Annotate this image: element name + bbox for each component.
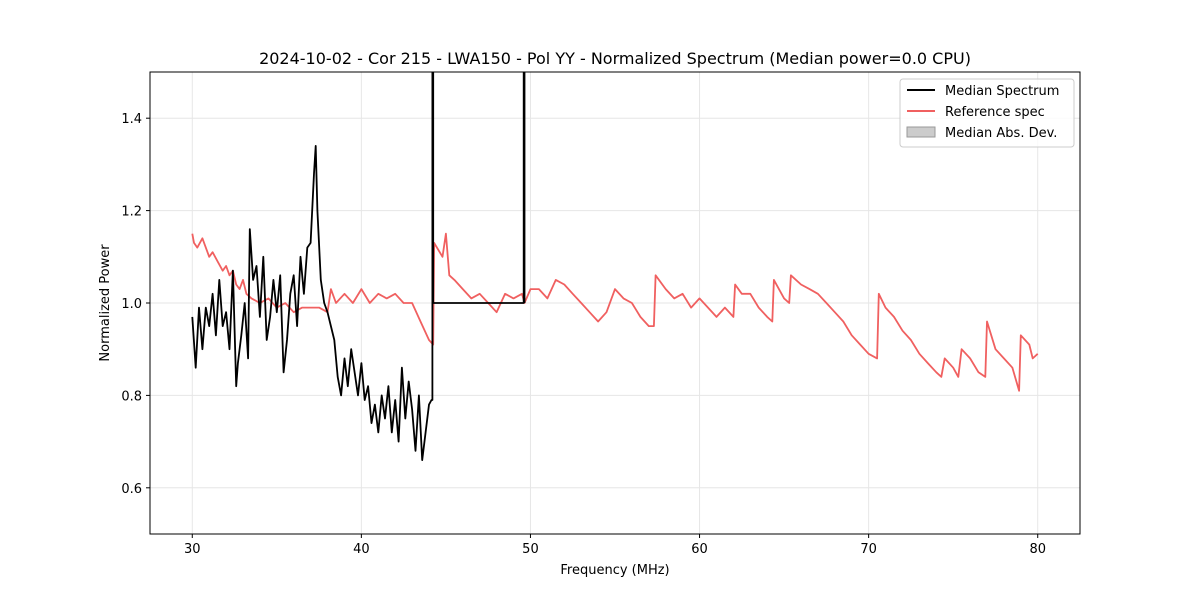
x-tick-label: 80 — [1029, 542, 1046, 557]
x-tick-label: 70 — [860, 542, 877, 557]
x-tick-label: 40 — [353, 542, 370, 557]
legend-label-median: Median Spectrum — [945, 84, 1059, 99]
y-tick-label: 1.0 — [121, 297, 142, 312]
chart-title: 2024-10-02 - Cor 215 - LWA150 - Pol YY -… — [259, 49, 971, 68]
legend-label-mad: Median Abs. Dev. — [945, 126, 1057, 141]
y-tick-label: 1.4 — [121, 112, 142, 127]
legend-label-reference: Reference spec — [945, 105, 1045, 120]
axis-ticks: 30 40 50 60 70 80 0.6 0.8 1.0 1.2 1.4 — [121, 112, 1046, 557]
x-axis-label: Frequency (MHz) — [560, 563, 669, 578]
legend-box — [899, 78, 1075, 148]
plot-data — [191, 72, 1039, 461]
reference-spec-line — [191, 232, 1039, 392]
x-tick-label: 60 — [691, 542, 708, 557]
x-tick-label: 30 — [184, 542, 201, 557]
y-tick-label: 1.2 — [121, 205, 142, 220]
median-spectrum-line — [191, 72, 526, 461]
y-tick-label: 0.6 — [121, 482, 142, 497]
y-axis-label: Normalized Power — [98, 244, 113, 362]
x-tick-label: 50 — [522, 542, 539, 557]
legend: Median Spectrum Reference spec Median Ab… — [899, 78, 1075, 148]
legend-swatch-mad — [906, 126, 936, 138]
y-tick-label: 0.8 — [121, 389, 142, 404]
